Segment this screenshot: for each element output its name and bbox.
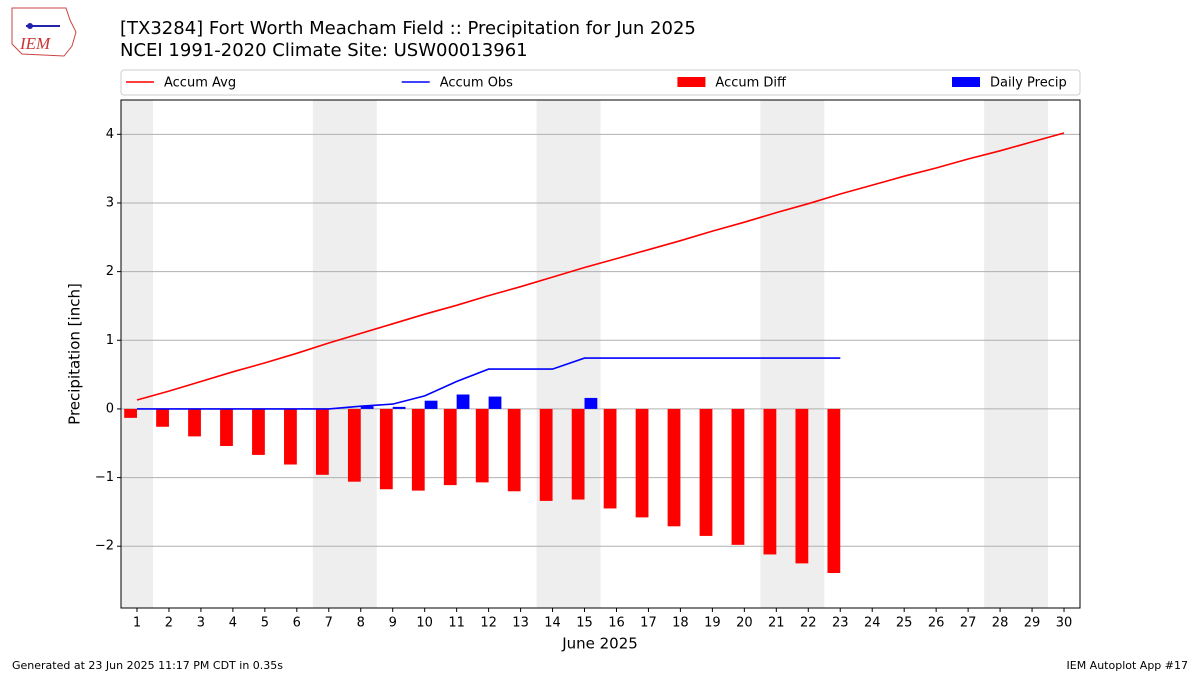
- x-tick-label: 19: [704, 616, 721, 631]
- bar: [571, 408, 585, 500]
- bar: [188, 408, 201, 437]
- bar: [731, 408, 745, 545]
- x-tick-label: 26: [928, 616, 945, 631]
- bar: [360, 406, 374, 409]
- y-axis-label: Precipitation [inch]: [66, 283, 84, 425]
- bar: [507, 408, 521, 492]
- bar: [156, 408, 169, 427]
- bar: [252, 408, 265, 455]
- legend-frame: [120, 69, 1081, 96]
- bar: [443, 408, 457, 486]
- weekend-shade: [312, 100, 377, 608]
- plot-area: [121, 100, 1080, 608]
- x-tick-label: 30: [1056, 616, 1073, 631]
- x-tick-label: 3: [197, 616, 205, 631]
- axes-frame: [120, 99, 1081, 609]
- bar: [379, 408, 393, 490]
- x-tick-label: 6: [293, 616, 301, 631]
- bar: [763, 408, 777, 555]
- y-tick-label: 4: [106, 127, 114, 142]
- y-tick-label: 2: [106, 264, 114, 279]
- bar: [699, 408, 713, 536]
- x-tick-label: 8: [357, 616, 365, 631]
- x-tick-label: 11: [448, 616, 465, 631]
- weekend-shade: [984, 100, 1049, 608]
- x-tick-label: 10: [416, 616, 433, 631]
- x-tick-label: 17: [640, 616, 657, 631]
- bar: [539, 408, 553, 501]
- x-tick-label: 9: [389, 616, 397, 631]
- x-axis-label: June 2025: [561, 635, 638, 653]
- bar: [635, 408, 649, 518]
- x-tick-label: 7: [325, 616, 333, 631]
- x-tick-label: 29: [1024, 616, 1041, 631]
- x-tick-label: 24: [864, 616, 881, 631]
- bar: [488, 396, 502, 409]
- y-tick-label: −2: [95, 539, 114, 554]
- bar: [475, 408, 489, 483]
- bar: [827, 408, 841, 573]
- bar: [124, 408, 137, 418]
- x-tick-label: 21: [768, 616, 785, 631]
- x-tick-label: 5: [261, 616, 269, 631]
- x-tick-label: 28: [992, 616, 1009, 631]
- chart-subtitle: NCEI 1991-2020 Climate Site: USW00013961: [120, 40, 528, 61]
- footer-left: Generated at 23 Jun 2025 11:17 PM CDT in…: [12, 659, 283, 672]
- x-tick-label: 1: [133, 616, 141, 631]
- bar: [315, 408, 329, 475]
- bar: [584, 397, 598, 409]
- footer-right: IEM Autoplot App #17: [1067, 659, 1189, 672]
- x-tick-label: 18: [672, 616, 689, 631]
- chart-title: [TX3284] Fort Worth Meacham Field :: Pre…: [120, 18, 696, 39]
- x-tick-label: 14: [544, 616, 561, 631]
- bar: [456, 394, 470, 409]
- legend: Accum Avg Accum Obs Accum Diff Daily Precip: [120, 69, 1081, 96]
- bar: [284, 408, 297, 465]
- x-tick-label: 13: [512, 616, 529, 631]
- bar: [424, 400, 438, 409]
- bar: [667, 408, 681, 527]
- bar: [411, 408, 425, 491]
- x-tick-label: 4: [229, 616, 237, 631]
- x-tick-label: 20: [736, 616, 753, 631]
- x-tick-label: 23: [832, 616, 849, 631]
- bar: [603, 408, 617, 509]
- bar: [392, 406, 406, 409]
- legend-swatch: [952, 77, 980, 87]
- bar: [220, 408, 233, 446]
- legend-label: Accum Avg: [164, 76, 236, 91]
- y-tick-label: 1: [106, 333, 114, 348]
- y-tick-label: 0: [106, 401, 114, 416]
- x-tick-label: 16: [608, 616, 625, 631]
- legend-label: Daily Precip: [990, 76, 1067, 91]
- legend-label: Accum Diff: [715, 76, 787, 91]
- weekend-shade: [536, 100, 601, 608]
- x-tick-label: 12: [480, 616, 497, 631]
- x-tick-label: 15: [576, 616, 593, 631]
- y-tick-label: 3: [106, 195, 114, 210]
- line: [136, 132, 1065, 401]
- x-tick-label: 25: [896, 616, 913, 631]
- y-tick-label: −1: [95, 470, 114, 485]
- x-tick-label: 27: [960, 616, 977, 631]
- line: [137, 357, 841, 410]
- legend-swatch: [677, 77, 706, 87]
- weekend-shade: [121, 100, 153, 608]
- legend-label: Accum Obs: [440, 76, 513, 91]
- logo-text: IEM: [19, 34, 51, 53]
- logo: IEM: [11, 7, 77, 57]
- x-tick-label: 2: [165, 616, 173, 631]
- bar: [347, 408, 361, 482]
- bar: [795, 408, 809, 564]
- x-tick-label: 22: [800, 616, 817, 631]
